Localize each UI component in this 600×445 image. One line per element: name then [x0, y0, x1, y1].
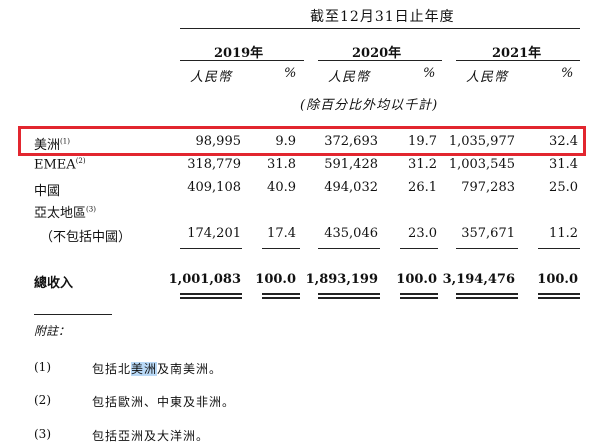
cell-americas-2019-pct: 9.9 — [275, 134, 296, 149]
cell-total-2020-pct: 100.0 — [396, 272, 437, 287]
percent-label-2021: % — [561, 66, 574, 81]
cell-americas-2020-pct: 19.7 — [408, 134, 437, 149]
cell-emea-2021-pct: 31.4 — [549, 157, 578, 172]
cell-total-2019-pct: 100.0 — [255, 272, 296, 287]
cell-apac-2021-value: 357,671 — [461, 226, 515, 241]
cell-china-2020-value: 494,032 — [324, 180, 378, 195]
row-label-emea: EMEA(2) — [34, 157, 86, 173]
cell-china-2019-value: 409,108 — [187, 180, 241, 195]
subtotal-line-2020-value — [318, 248, 380, 249]
subtotal-line-2021-pct — [538, 248, 580, 249]
footnotes-heading: 附註： — [34, 324, 71, 338]
year-2021-underline — [456, 60, 580, 61]
year-2020: 2020年 — [352, 46, 402, 61]
cell-total-2020-value: 1,893,199 — [305, 272, 378, 287]
cell-emea-2021-value: 1,003,545 — [448, 157, 515, 172]
row-highlight-box — [18, 126, 586, 156]
percent-label-2019: % — [284, 66, 297, 81]
row-label-china: 中國 — [34, 184, 61, 199]
footnote-3-text[interactable]: 包括亞洲及大洋洲。 — [92, 429, 210, 443]
row-label-apac: 亞太地區(3) — [34, 205, 96, 221]
units-note: (除百分比外均以千計) — [300, 98, 439, 113]
footnote-2-text[interactable]: 包括歐洲、中東及非洲。 — [92, 395, 236, 409]
year-2021: 2021年 — [492, 46, 542, 61]
currency-label-2021: 人民幣 — [466, 70, 509, 85]
subtotal-line-2020-pct — [400, 248, 438, 249]
cell-americas-2021-pct: 32.4 — [549, 134, 578, 149]
cell-apac-2020-value: 435,046 — [324, 226, 378, 241]
cell-apac-2020-pct: 23.0 — [408, 226, 437, 241]
total-double-line-2021-pct-b — [538, 297, 580, 299]
total-double-line-2020-pct-a — [400, 293, 438, 295]
cell-china-2021-pct: 25.0 — [549, 180, 578, 195]
selected-text: 美洲 — [131, 362, 158, 376]
total-double-line-2021-pct-a — [538, 293, 580, 295]
cell-china-2020-pct: 26.1 — [408, 180, 437, 195]
footnote-1-number: (1) — [34, 360, 51, 374]
subtotal-line-2021-value — [456, 248, 518, 249]
footnote-1-text[interactable]: 包括北美洲及南美洲。 — [92, 362, 223, 376]
subtotal-line-2019-value — [180, 248, 242, 249]
cell-americas-2019-value: 98,995 — [195, 134, 242, 149]
cell-apac-2019-pct: 17.4 — [267, 226, 296, 241]
cell-emea-2019-value: 318,779 — [187, 157, 241, 172]
cell-china-2019-pct: 40.9 — [267, 180, 296, 195]
cell-apac-2021-pct: 11.2 — [549, 226, 578, 241]
row-label-total: 總收入 — [34, 276, 74, 291]
title-underline — [180, 28, 580, 29]
total-double-line-2020-value-b — [318, 297, 380, 299]
cell-americas-2021-value: 1,035,977 — [448, 134, 515, 149]
total-double-line-2019-pct-a — [262, 293, 300, 295]
cell-total-2019-value: 1,001,083 — [168, 272, 241, 287]
total-double-line-2020-value-a — [318, 293, 380, 295]
year-2020-underline — [318, 60, 442, 61]
row-sublabel-apac: （不包括中國） — [40, 230, 132, 245]
table-title: 截至12月31日止年度 — [310, 9, 455, 25]
cell-apac-2019-value: 174,201 — [187, 226, 241, 241]
footnote-3-number: (3) — [34, 427, 51, 441]
cell-china-2021-value: 797,283 — [461, 180, 515, 195]
total-double-line-2020-pct-b — [400, 297, 438, 299]
currency-label-2019: 人民幣 — [190, 70, 233, 85]
year-2019-underline — [180, 60, 304, 61]
cell-emea-2019-pct: 31.8 — [267, 157, 296, 172]
total-double-line-2021-value-b — [456, 297, 518, 299]
cell-emea-2020-value: 591,428 — [324, 157, 378, 172]
total-double-line-2019-value-b — [180, 297, 242, 299]
cell-emea-2020-pct: 31.2 — [408, 157, 437, 172]
footnote-separator — [34, 314, 112, 315]
currency-label-2020: 人民幣 — [328, 70, 371, 85]
cell-total-2021-pct: 100.0 — [537, 272, 578, 287]
total-double-line-2021-value-a — [456, 293, 518, 295]
percent-label-2020: % — [423, 66, 436, 81]
cell-americas-2020-value: 372,693 — [324, 134, 378, 149]
total-double-line-2019-pct-b — [262, 297, 300, 299]
row-label-americas: 美洲(1) — [34, 137, 70, 153]
year-2019: 2019年 — [214, 46, 264, 61]
total-double-line-2019-value-a — [180, 293, 242, 295]
subtotal-line-2019-pct — [262, 248, 300, 249]
footnote-2-number: (2) — [34, 393, 51, 407]
cell-total-2021-value: 3,194,476 — [442, 272, 515, 287]
